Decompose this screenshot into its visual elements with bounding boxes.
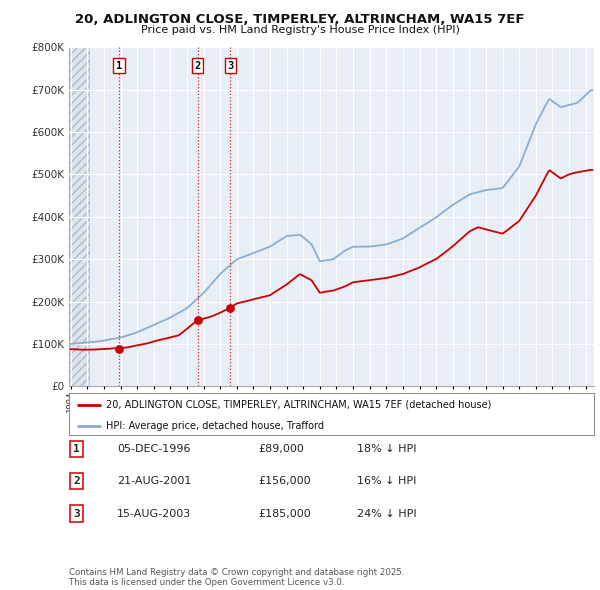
Text: Contains HM Land Registry data © Crown copyright and database right 2025.
This d: Contains HM Land Registry data © Crown c… bbox=[69, 568, 404, 587]
Text: £156,000: £156,000 bbox=[258, 476, 311, 486]
Point bbox=[226, 303, 235, 313]
Text: £185,000: £185,000 bbox=[258, 509, 311, 519]
Text: 2: 2 bbox=[194, 61, 201, 71]
Text: 1: 1 bbox=[73, 444, 80, 454]
Text: 20, ADLINGTON CLOSE, TIMPERLEY, ALTRINCHAM, WA15 7EF: 20, ADLINGTON CLOSE, TIMPERLEY, ALTRINCH… bbox=[75, 13, 525, 26]
Point bbox=[115, 344, 124, 353]
Text: 24% ↓ HPI: 24% ↓ HPI bbox=[357, 509, 416, 519]
Text: 21-AUG-2001: 21-AUG-2001 bbox=[117, 476, 191, 486]
Text: 3: 3 bbox=[73, 509, 80, 519]
Text: Price paid vs. HM Land Registry's House Price Index (HPI): Price paid vs. HM Land Registry's House … bbox=[140, 25, 460, 35]
Point bbox=[193, 316, 202, 325]
Text: 05-DEC-1996: 05-DEC-1996 bbox=[117, 444, 191, 454]
Text: £89,000: £89,000 bbox=[258, 444, 304, 454]
Bar bbox=[69, 47, 89, 386]
Text: 1: 1 bbox=[116, 61, 122, 71]
Text: HPI: Average price, detached house, Trafford: HPI: Average price, detached house, Traf… bbox=[106, 421, 324, 431]
Text: 2: 2 bbox=[73, 476, 80, 486]
Text: 3: 3 bbox=[227, 61, 233, 71]
Text: 16% ↓ HPI: 16% ↓ HPI bbox=[357, 476, 416, 486]
Text: 15-AUG-2003: 15-AUG-2003 bbox=[117, 509, 191, 519]
Text: 18% ↓ HPI: 18% ↓ HPI bbox=[357, 444, 416, 454]
Text: 20, ADLINGTON CLOSE, TIMPERLEY, ALTRINCHAM, WA15 7EF (detached house): 20, ADLINGTON CLOSE, TIMPERLEY, ALTRINCH… bbox=[106, 400, 491, 410]
